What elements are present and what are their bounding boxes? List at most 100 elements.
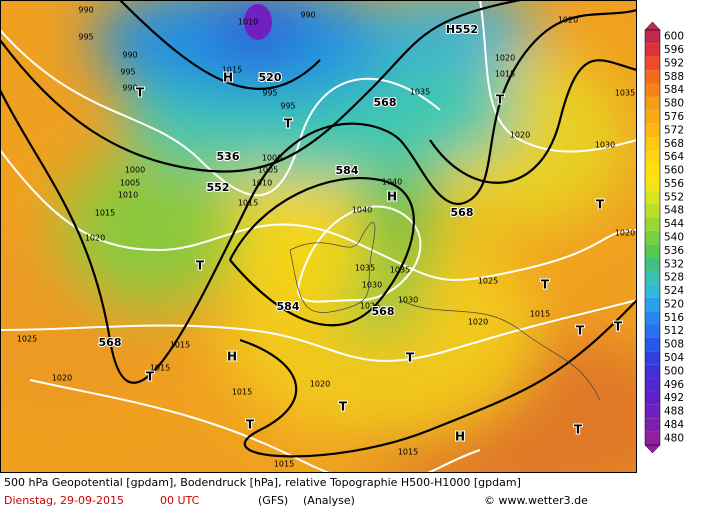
legend-value: 548 bbox=[664, 205, 684, 217]
isobar-label: 1015 bbox=[170, 341, 190, 350]
legend-swatch bbox=[645, 177, 660, 191]
legend-value: 560 bbox=[664, 165, 684, 177]
isobar-label: 1025 bbox=[478, 277, 498, 286]
legend-swatch bbox=[645, 311, 660, 325]
isobar-label: 990 bbox=[300, 11, 315, 20]
legend-value: 500 bbox=[664, 365, 684, 377]
caption-time: 00 UTC bbox=[160, 494, 200, 507]
legend-value: 568 bbox=[664, 138, 684, 150]
pressure-center: T bbox=[146, 370, 155, 384]
legend-value: 596 bbox=[664, 44, 684, 56]
isobar-label: 1000 bbox=[125, 166, 145, 175]
isobar-label: 1025 bbox=[17, 335, 37, 344]
geopotential-label: 584 bbox=[336, 164, 359, 177]
geopotential-label: 520 bbox=[259, 71, 282, 84]
isobar-label: 990 bbox=[122, 51, 137, 60]
legend-value: 540 bbox=[664, 232, 684, 244]
pressure-center: T bbox=[284, 117, 293, 131]
legend-swatch bbox=[645, 404, 660, 419]
pressure-center: T bbox=[406, 351, 415, 365]
legend-swatch bbox=[645, 110, 660, 124]
legend-value: 520 bbox=[664, 298, 684, 310]
isobar-label: 1020 bbox=[85, 234, 105, 243]
geopotential-label: 584 bbox=[277, 300, 300, 313]
legend-frame bbox=[644, 29, 661, 446]
geopotential-label: H552 bbox=[446, 23, 478, 36]
map-frame bbox=[0, 0, 637, 473]
legend-value: 592 bbox=[664, 57, 684, 69]
isobar-label: 1020 bbox=[468, 318, 488, 327]
pressure-center: H bbox=[227, 350, 237, 364]
caption-analysis: (Analyse) bbox=[303, 494, 355, 507]
geopotential-label: 568 bbox=[451, 206, 474, 219]
legend-value: 524 bbox=[664, 285, 684, 297]
pressure-center: T bbox=[541, 278, 550, 292]
legend-arrow-down bbox=[644, 444, 661, 454]
pressure-center: T bbox=[136, 86, 145, 100]
isobar-label: 1035 bbox=[390, 266, 410, 275]
legend-value: 528 bbox=[664, 272, 684, 284]
legend-value: 580 bbox=[664, 98, 684, 110]
pressure-center: T bbox=[246, 418, 255, 432]
legend-value: 484 bbox=[664, 419, 684, 431]
caption-copyright: © www.wetter3.de bbox=[484, 494, 588, 507]
legend-swatch bbox=[645, 70, 660, 84]
legend-value: 532 bbox=[664, 258, 684, 270]
legend-value: 552 bbox=[664, 191, 684, 203]
legend-swatch bbox=[645, 30, 660, 44]
isobar-label: 990 bbox=[78, 6, 93, 15]
isobar-label: 1005 bbox=[258, 166, 278, 175]
isobar-label: 1020 bbox=[310, 380, 330, 389]
isobar-label: 1030 bbox=[595, 141, 615, 150]
isobar-label: 1020 bbox=[558, 16, 578, 25]
isobar-label: 990 bbox=[122, 84, 137, 93]
pressure-center: H bbox=[455, 430, 465, 444]
legend-value: 508 bbox=[664, 339, 684, 351]
isobar-label: 1010 bbox=[252, 179, 272, 188]
legend-swatch bbox=[645, 257, 660, 271]
legend-swatch bbox=[645, 150, 660, 164]
isobar-label: 1005 bbox=[120, 179, 140, 188]
legend-value: 588 bbox=[664, 71, 684, 83]
isobar-label: 995 bbox=[262, 89, 277, 98]
isobar-label: 1035 bbox=[410, 88, 430, 97]
isobar-label: 1015 bbox=[398, 448, 418, 457]
legend-swatch bbox=[645, 43, 660, 57]
legend-swatch bbox=[645, 351, 660, 365]
geopotential-label: 568 bbox=[372, 305, 395, 318]
legend-swatch bbox=[645, 364, 660, 379]
isobar-label: 1010 bbox=[118, 191, 138, 200]
legend-swatch bbox=[645, 391, 660, 405]
legend-arrow-up bbox=[644, 21, 661, 31]
isobar-label: 1020 bbox=[510, 131, 530, 140]
isobar-label: 995 bbox=[280, 102, 295, 111]
legend-swatch bbox=[645, 337, 660, 352]
legend-swatch bbox=[645, 324, 660, 338]
geopotential-label: 536 bbox=[217, 150, 240, 163]
isobar-label: 1015 bbox=[238, 199, 258, 208]
legend-value: 492 bbox=[664, 392, 684, 404]
pressure-center: T bbox=[576, 324, 585, 338]
legend-value: 480 bbox=[664, 432, 684, 444]
legend-value: 504 bbox=[664, 352, 684, 364]
isobar-label: 1035 bbox=[355, 264, 375, 273]
geopotential-label: 552 bbox=[207, 181, 230, 194]
legend-swatch bbox=[645, 378, 660, 392]
legend-value: 512 bbox=[664, 325, 684, 337]
legend-swatch bbox=[645, 123, 660, 138]
isobar-label: 1040 bbox=[352, 206, 372, 215]
legend-value: 496 bbox=[664, 379, 684, 391]
pressure-center: T bbox=[596, 198, 605, 212]
legend-swatch bbox=[645, 137, 660, 151]
pressure-center: T bbox=[574, 423, 583, 437]
isobar-label: 1020 bbox=[495, 54, 515, 63]
isobar-label: 1015 bbox=[530, 310, 550, 319]
geopotential-label: 568 bbox=[99, 336, 122, 349]
legend-swatch bbox=[645, 284, 660, 298]
caption-date: Dienstag, 29-09-2015 bbox=[4, 494, 124, 507]
legend-swatch bbox=[645, 418, 660, 432]
isobar-label: 1040 bbox=[382, 178, 402, 187]
geopotential-label: 568 bbox=[374, 96, 397, 109]
